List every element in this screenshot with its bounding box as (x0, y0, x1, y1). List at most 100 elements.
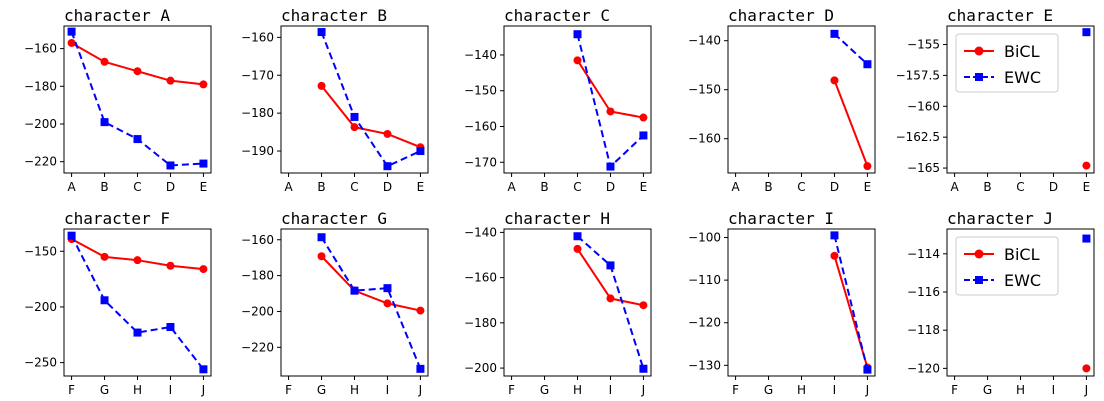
axes-frame (946, 25, 1095, 174)
x-tick-label: J (1084, 383, 1089, 397)
point-bicl (606, 294, 615, 303)
x-tick-label: D (383, 180, 392, 194)
subplot-title: character A (64, 6, 170, 25)
axes-frame (280, 25, 429, 174)
point-ewc (133, 135, 142, 144)
subplot-character-j: character J F G H I J −114 −116 −118 −120 BiCL EWC (907, 209, 1095, 397)
series-line-ewc (320, 236, 422, 370)
series-line-bicl (71, 42, 204, 86)
x-tick-label: E (417, 180, 425, 194)
x-tick-label: F (508, 383, 515, 397)
point-bicl (317, 252, 326, 261)
x-tick-label: C (1016, 180, 1024, 194)
point-ewc (1082, 234, 1091, 243)
point-ewc (350, 286, 359, 295)
point-bicl (133, 67, 142, 76)
point-ewc (199, 365, 208, 374)
point-bicl (166, 76, 175, 85)
x-tick-label: D (166, 180, 175, 194)
y-tick-label: −162.5 (896, 130, 940, 144)
point-ewc (100, 296, 109, 305)
x-tick-label: I (169, 383, 173, 397)
axes-frame (63, 228, 212, 377)
point-bicl (830, 251, 839, 260)
legend: BiCL EWC (955, 33, 1059, 93)
point-ewc (317, 28, 326, 37)
point-bicl (67, 38, 76, 47)
y-tick-label: −180 (24, 79, 57, 93)
series-line-ewc (833, 33, 869, 65)
series-line-ewc (70, 235, 205, 370)
x-tick-label: B (317, 180, 325, 194)
point-bicl (573, 56, 582, 65)
x-tick-label: C (573, 180, 581, 194)
legend-label: BiCL (1004, 42, 1040, 61)
series-line-bicl (833, 255, 869, 368)
subplot-character-h: character H F G H I J −140 −160 −180 −200 (464, 209, 652, 397)
legend-label: EWC (1004, 68, 1041, 87)
point-ewc (133, 328, 142, 337)
axes-frame (503, 25, 652, 174)
x-tick-label: A (67, 180, 76, 194)
point-ewc (639, 364, 648, 373)
point-bicl (100, 252, 109, 261)
point-ewc (199, 159, 208, 168)
y-tick-label: −190 (241, 144, 274, 158)
point-ewc (830, 29, 839, 38)
y-tick-label: −110 (688, 273, 721, 287)
point-bicl (863, 162, 872, 171)
point-ewc (383, 162, 392, 171)
axes-frame (503, 228, 652, 377)
x-tick-label: G (100, 383, 109, 397)
y-tick-label: −160 (688, 132, 721, 146)
y-tick-label: −160 (241, 30, 274, 44)
point-bicl (416, 306, 425, 315)
legend-label: BiCL (1004, 245, 1040, 264)
series-line-ewc (70, 31, 204, 167)
y-tick-label: −200 (241, 304, 274, 318)
y-tick-label: −160 (464, 120, 497, 134)
y-tick-label: −100 (688, 231, 721, 245)
axes-frame (63, 25, 212, 174)
point-bicl (573, 244, 582, 253)
x-tick-label: E (200, 180, 208, 194)
point-bicl (100, 57, 109, 66)
x-tick-label: E (1083, 180, 1091, 194)
x-tick-label: B (983, 180, 991, 194)
y-tick-label: −170 (464, 155, 497, 169)
x-tick-label: E (864, 180, 872, 194)
x-tick-label: H (573, 383, 582, 397)
x-tick-label: I (609, 383, 613, 397)
x-tick-label: D (830, 180, 839, 194)
y-tick-label: −116 (907, 285, 940, 299)
point-ewc (830, 231, 839, 240)
series-line-bicl (320, 255, 421, 312)
point-bicl (383, 299, 392, 308)
x-tick-label: C (797, 180, 805, 194)
y-tick-label: −200 (464, 361, 497, 375)
x-tick-label: F (951, 383, 958, 397)
x-tick-label: C (133, 180, 141, 194)
x-tick-label: G (983, 383, 992, 397)
x-tick-label: H (133, 383, 142, 397)
x-tick-label: I (386, 383, 390, 397)
y-tick-label: −150 (464, 84, 497, 98)
series-line-bicl (833, 80, 869, 167)
axes-frame (727, 228, 876, 377)
series-line-ewc (576, 33, 645, 169)
y-tick-label: −220 (24, 155, 57, 169)
x-tick-label: G (540, 383, 549, 397)
point-bicl (350, 123, 359, 132)
subplot-character-c: character C A B C D E −140 −150 −160 −170 (464, 6, 652, 194)
x-tick-label: J (201, 383, 206, 397)
axes-frame (727, 25, 876, 174)
series-line-ewc (833, 235, 869, 370)
y-tick-label: −250 (24, 356, 57, 370)
point-bicl (1082, 364, 1091, 373)
axes-frame (946, 228, 1095, 377)
y-tick-label: −155 (907, 38, 940, 52)
y-tick-label: −120 (688, 316, 721, 330)
x-tick-label: J (418, 383, 423, 397)
x-tick-label: A (507, 180, 516, 194)
